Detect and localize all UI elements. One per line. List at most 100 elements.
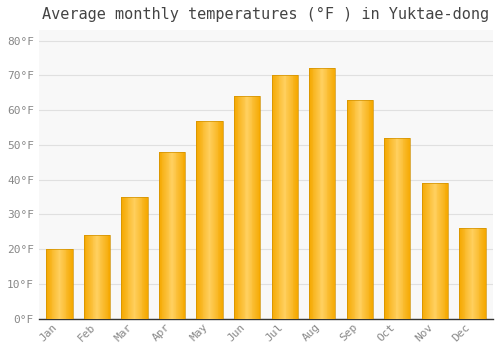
Bar bbox=[438, 183, 439, 319]
Bar bbox=[354, 100, 356, 319]
Bar bbox=[390, 138, 391, 319]
Bar bbox=[134, 197, 136, 319]
Bar bbox=[206, 120, 207, 319]
Title: Average monthly temperatures (°F ) in Yuktae-dong: Average monthly temperatures (°F ) in Yu… bbox=[42, 7, 490, 22]
Bar bbox=[86, 235, 88, 319]
Bar bbox=[257, 96, 258, 319]
Bar bbox=[164, 152, 165, 319]
Bar bbox=[283, 75, 284, 319]
Bar bbox=[324, 68, 325, 319]
Bar bbox=[55, 249, 56, 319]
Bar bbox=[322, 68, 323, 319]
Bar bbox=[286, 75, 288, 319]
Bar bbox=[179, 152, 180, 319]
Bar bbox=[69, 249, 70, 319]
Bar bbox=[254, 96, 255, 319]
Bar bbox=[97, 235, 98, 319]
Bar bbox=[346, 100, 373, 319]
Bar bbox=[442, 183, 443, 319]
Bar bbox=[440, 183, 441, 319]
Bar bbox=[166, 152, 167, 319]
Bar bbox=[66, 249, 68, 319]
Bar bbox=[205, 120, 206, 319]
Bar bbox=[241, 96, 242, 319]
Bar bbox=[49, 249, 50, 319]
Bar bbox=[258, 96, 260, 319]
Bar bbox=[174, 152, 176, 319]
Bar bbox=[353, 100, 354, 319]
Bar bbox=[92, 235, 94, 319]
Bar bbox=[218, 120, 220, 319]
Bar bbox=[84, 235, 110, 319]
Bar bbox=[160, 152, 162, 319]
Bar bbox=[309, 68, 310, 319]
Bar bbox=[478, 229, 480, 319]
Bar bbox=[398, 138, 399, 319]
Bar bbox=[385, 138, 386, 319]
Bar bbox=[47, 249, 48, 319]
Bar bbox=[212, 120, 213, 319]
Bar bbox=[249, 96, 250, 319]
Bar bbox=[433, 183, 434, 319]
Bar bbox=[323, 68, 324, 319]
Bar bbox=[368, 100, 370, 319]
Bar bbox=[316, 68, 317, 319]
Bar bbox=[346, 100, 348, 319]
Bar bbox=[470, 229, 472, 319]
Bar bbox=[89, 235, 90, 319]
Bar bbox=[236, 96, 238, 319]
Bar bbox=[292, 75, 294, 319]
Bar bbox=[242, 96, 243, 319]
Bar bbox=[294, 75, 295, 319]
Bar bbox=[320, 68, 322, 319]
Bar bbox=[352, 100, 353, 319]
Bar bbox=[362, 100, 364, 319]
Bar bbox=[90, 235, 91, 319]
Bar bbox=[277, 75, 278, 319]
Bar bbox=[146, 197, 147, 319]
Bar bbox=[145, 197, 146, 319]
Bar bbox=[147, 197, 148, 319]
Bar bbox=[392, 138, 393, 319]
Bar bbox=[384, 138, 410, 319]
Bar bbox=[255, 96, 256, 319]
Bar bbox=[50, 249, 51, 319]
Bar bbox=[234, 96, 260, 319]
Bar bbox=[297, 75, 298, 319]
Bar bbox=[133, 197, 134, 319]
Bar bbox=[247, 96, 248, 319]
Bar bbox=[202, 120, 203, 319]
Bar bbox=[48, 249, 49, 319]
Bar bbox=[468, 229, 469, 319]
Bar bbox=[282, 75, 283, 319]
Bar bbox=[272, 75, 274, 319]
Bar bbox=[172, 152, 173, 319]
Bar bbox=[332, 68, 333, 319]
Bar bbox=[250, 96, 252, 319]
Bar bbox=[334, 68, 336, 319]
Bar bbox=[401, 138, 402, 319]
Bar bbox=[71, 249, 72, 319]
Bar bbox=[132, 197, 133, 319]
Bar bbox=[243, 96, 244, 319]
Bar bbox=[88, 235, 89, 319]
Bar bbox=[472, 229, 474, 319]
Bar bbox=[122, 197, 148, 319]
Bar bbox=[168, 152, 170, 319]
Bar bbox=[102, 235, 103, 319]
Bar bbox=[171, 152, 172, 319]
Bar bbox=[54, 249, 55, 319]
Bar bbox=[331, 68, 332, 319]
Bar bbox=[372, 100, 373, 319]
Bar bbox=[68, 249, 69, 319]
Bar bbox=[108, 235, 110, 319]
Bar bbox=[240, 96, 241, 319]
Bar bbox=[196, 120, 198, 319]
Bar bbox=[178, 152, 179, 319]
Bar bbox=[475, 229, 476, 319]
Bar bbox=[170, 152, 171, 319]
Bar bbox=[136, 197, 137, 319]
Bar bbox=[180, 152, 181, 319]
Bar bbox=[276, 75, 277, 319]
Bar bbox=[165, 152, 166, 319]
